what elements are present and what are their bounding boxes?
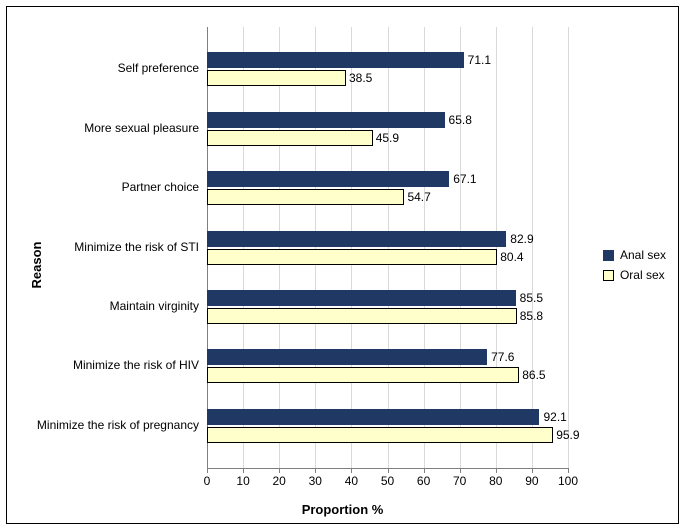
bar-series-a: 77.6 [207, 349, 487, 365]
legend-label: Oral sex [620, 268, 665, 282]
bar-value-label: 65.8 [445, 113, 472, 127]
bar-series-b: 45.9 [207, 130, 373, 146]
gridline [568, 27, 569, 468]
legend-item: Oral sex [603, 268, 666, 282]
bar-value-label: 67.1 [449, 172, 476, 186]
bar-value-label: 54.7 [403, 190, 430, 204]
category-label: Minimize the risk of HIV [14, 359, 207, 373]
bar-series-b: 54.7 [207, 189, 404, 205]
x-tick-label: 90 [525, 474, 538, 488]
x-axis-line [207, 468, 568, 469]
bar-series-a: 82.9 [207, 231, 506, 247]
category-label: Partner choice [14, 181, 207, 195]
gridline [424, 27, 425, 468]
bar-series-a: 65.8 [207, 112, 445, 128]
gridline [279, 27, 280, 468]
x-tick-label: 20 [273, 474, 286, 488]
legend-label: Anal sex [620, 248, 666, 262]
category-label: More sexual pleasure [14, 122, 207, 136]
x-tick-label: 60 [417, 474, 430, 488]
bar-value-label: 86.5 [518, 368, 545, 382]
gridline [243, 27, 244, 468]
bar-value-label: 71.1 [464, 53, 491, 67]
bar-value-label: 92.1 [539, 410, 566, 424]
bar-series-a: 71.1 [207, 52, 464, 68]
category-label: Minimize the risk of pregnancy [14, 419, 207, 433]
x-tick-label: 10 [236, 474, 249, 488]
bar-value-label: 80.4 [496, 250, 523, 264]
bar-value-label: 85.5 [516, 291, 543, 305]
bar-value-label: 95.9 [552, 428, 579, 442]
bar-series-a: 67.1 [207, 171, 449, 187]
category-label: Minimize the risk of STI [14, 241, 207, 255]
gridline [315, 27, 316, 468]
category-label: Maintain virginity [14, 300, 207, 314]
bar-series-b: 85.8 [207, 308, 517, 324]
x-tick-label: 0 [204, 474, 211, 488]
bar-value-label: 77.6 [487, 350, 514, 364]
gridline [351, 27, 352, 468]
x-tick-label: 70 [453, 474, 466, 488]
legend-swatch [603, 270, 614, 281]
bar-series-a: 92.1 [207, 409, 539, 425]
category-label: Self preference [14, 62, 207, 76]
x-tick-label: 50 [381, 474, 394, 488]
x-tick-mark [568, 468, 569, 473]
bar-value-label: 38.5 [345, 71, 372, 85]
bar-value-label: 82.9 [506, 232, 533, 246]
chart-border: Reason Proportion % 01020304050607080901… [6, 6, 679, 524]
gridline [207, 27, 208, 468]
gridline [388, 27, 389, 468]
x-axis-title: Proportion % [302, 502, 384, 517]
x-tick-label: 80 [489, 474, 502, 488]
x-tick-label: 30 [309, 474, 322, 488]
chart-frame: Reason Proportion % 01020304050607080901… [0, 0, 685, 530]
bar-series-b: 86.5 [207, 367, 519, 383]
plot-area: 0102030405060708090100Self preference71.… [207, 27, 568, 468]
bar-series-b: 80.4 [207, 249, 497, 265]
bar-series-a: 85.5 [207, 290, 516, 306]
x-tick-label: 100 [558, 474, 578, 488]
gridline [460, 27, 461, 468]
bar-series-b: 95.9 [207, 427, 553, 443]
gridline [496, 27, 497, 468]
legend: Anal sex Oral sex [603, 242, 666, 288]
x-tick-label: 40 [345, 474, 358, 488]
bar-value-label: 45.9 [372, 131, 399, 145]
legend-swatch [603, 250, 614, 261]
bar-value-label: 85.8 [516, 309, 543, 323]
legend-item: Anal sex [603, 248, 666, 262]
gridline [532, 27, 533, 468]
bar-series-b: 38.5 [207, 70, 346, 86]
